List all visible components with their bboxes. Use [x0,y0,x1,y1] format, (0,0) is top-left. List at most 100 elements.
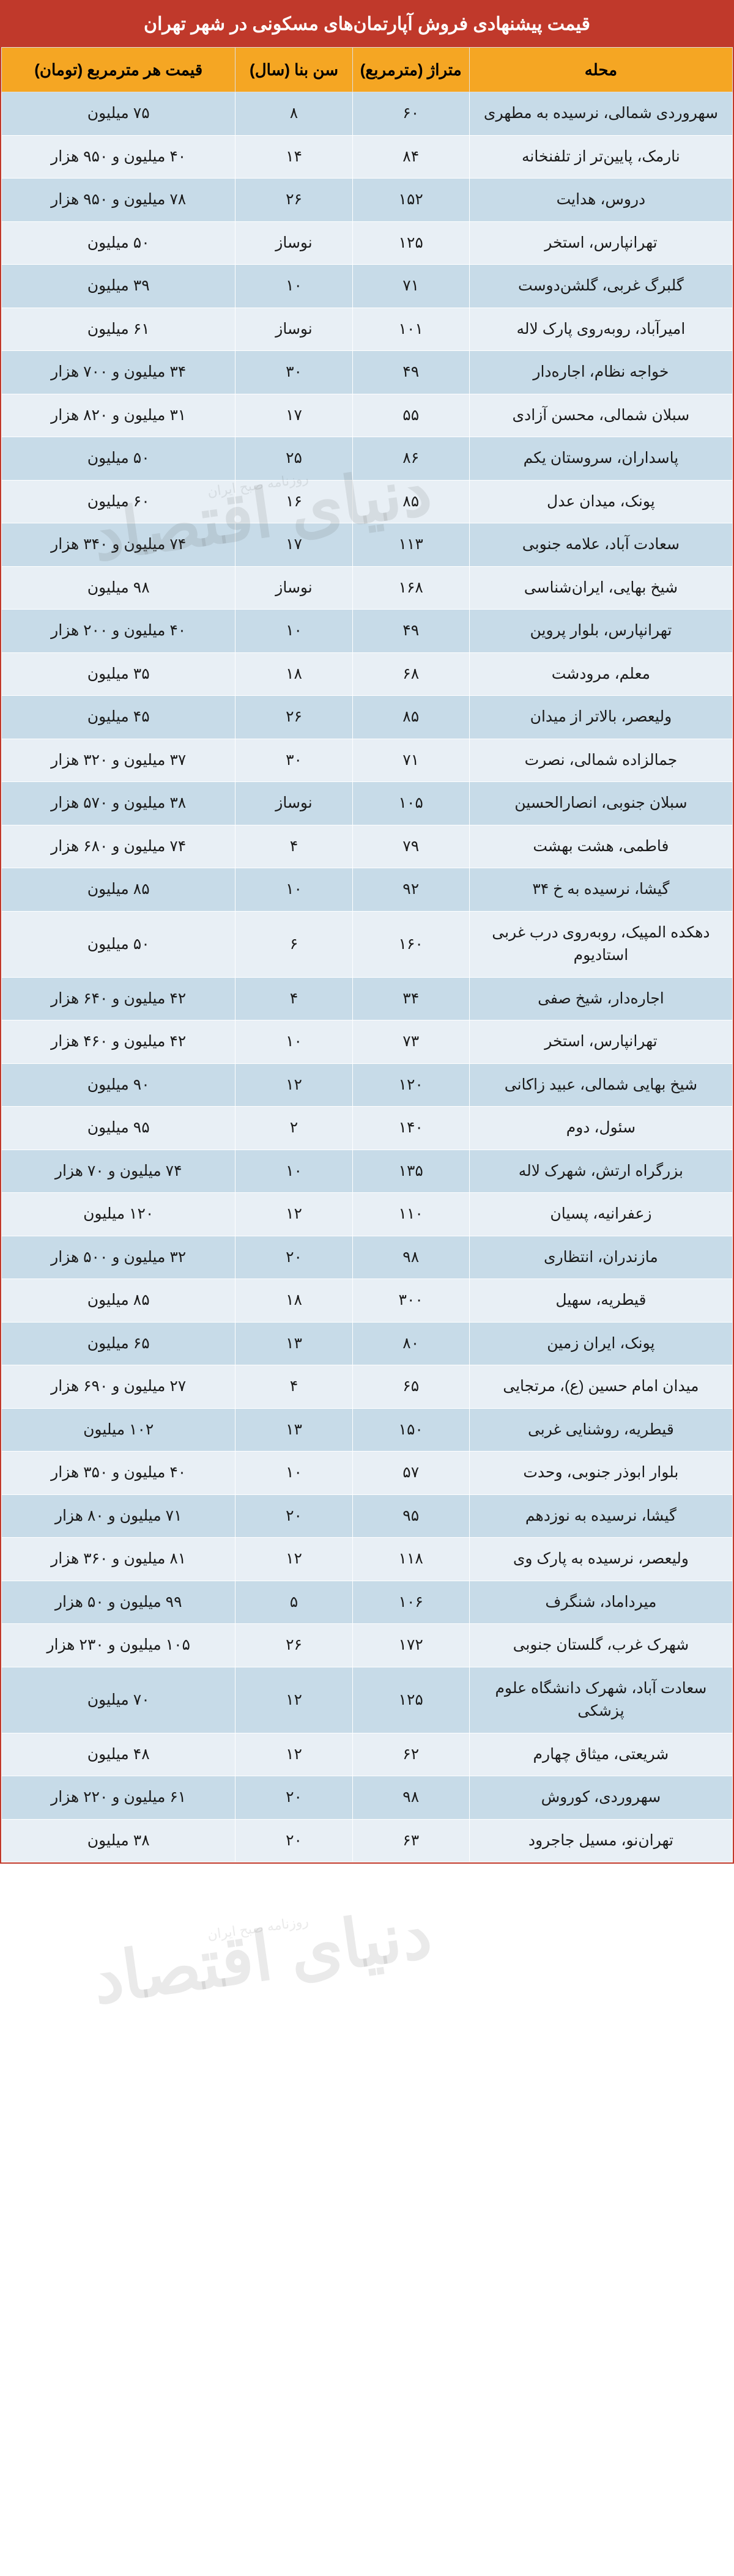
table-row: شریعتی، میثاق چهارم۶۲۱۲۴۸ میلیون [2,1733,733,1776]
cell-price: ۸۵ میلیون [2,868,235,912]
cell-age: ۱۸ [235,652,352,696]
table-row: شیخ بهایی شمالی، عبید زاکانی۱۲۰۱۲۹۰ میلی… [2,1063,733,1107]
cell-price: ۷۱ میلیون و ۸۰ هزار [2,1494,235,1538]
cell-neighborhood: معلم، مرودشت [469,652,732,696]
cell-price: ۶۵ میلیون [2,1322,235,1365]
cell-neighborhood: گیشا، نرسیده به خ ۳۴ [469,868,732,912]
cell-age: ۴ [235,977,352,1020]
watermark-main: دنیای اقتصاد [88,1896,436,2018]
cell-area: ۱۰۶ [352,1581,469,1624]
cell-neighborhood: شیخ بهایی، ایران‌شناسی [469,566,732,610]
cell-price: ۷۴ میلیون و ۶۸۰ هزار [2,825,235,868]
cell-neighborhood: گلبرگ غربی، گلشن‌دوست [469,265,732,308]
cell-neighborhood: سئول، دوم [469,1107,732,1150]
cell-area: ۶۸ [352,652,469,696]
cell-area: ۷۱ [352,265,469,308]
cell-age: ۴ [235,825,352,868]
cell-area: ۱۱۸ [352,1538,469,1581]
cell-area: ۱۱۰ [352,1193,469,1236]
watermark: روزنامه صبح ایراندنیای اقتصاد [88,1897,436,2019]
cell-age: ۱۰ [235,868,352,912]
cell-neighborhood: سبلان جنوبی، انصارالحسین [469,782,732,825]
cell-age: ۵ [235,1581,352,1624]
cell-age: ۱۰ [235,1452,352,1495]
cell-age: ۱۲ [235,1193,352,1236]
cell-neighborhood: بلوار ابوذر جنوبی، وحدت [469,1452,732,1495]
cell-neighborhood: سعادت آباد، علامه جنوبی [469,523,732,567]
cell-area: ۷۹ [352,825,469,868]
cell-area: ۱۷۲ [352,1624,469,1667]
table-row: قیطریه، سهیل۳۰۰۱۸۸۵ میلیون [2,1279,733,1323]
cell-price: ۸۵ میلیون [2,1279,235,1323]
cell-area: ۱۶۰ [352,911,469,977]
table-row: سهروردی، کوروش۹۸۲۰۶۱ میلیون و ۲۲۰ هزار [2,1776,733,1820]
cell-neighborhood: تهرانپارس، استخر [469,221,732,265]
cell-area: ۱۵۰ [352,1408,469,1452]
table-row: دروس، هدایت۱۵۲۲۶۷۸ میلیون و ۹۵۰ هزار [2,179,733,222]
cell-neighborhood: تهران‌نو، مسیل جاجرود [469,1819,732,1862]
cell-age: نوساز [235,782,352,825]
table-row: سعادت آباد، علامه جنوبی۱۱۳۱۷۷۴ میلیون و … [2,523,733,567]
cell-area: ۱۰۵ [352,782,469,825]
table-row: قیطریه، روشنایی غربی۱۵۰۱۳۱۰۲ میلیون [2,1408,733,1452]
cell-age: نوساز [235,308,352,351]
cell-age: ۲۰ [235,1494,352,1538]
table-row: شیخ بهایی، ایران‌شناسی۱۶۸نوساز۹۸ میلیون [2,566,733,610]
cell-neighborhood: دهکده المپیک، روبه‌روی درب غربی استادیوم [469,911,732,977]
cell-price: ۴۰ میلیون و ۳۵۰ هزار [2,1452,235,1495]
cell-area: ۸۶ [352,437,469,481]
cell-neighborhood: نارمک، پایین‌تر از تلفنخانه [469,135,732,179]
cell-area: ۶۰ [352,92,469,136]
cell-price: ۷۵ میلیون [2,92,235,136]
col-header-price: قیمت هر مترمربع (تومان) [2,48,235,92]
cell-neighborhood: میرداماد، شنگرف [469,1581,732,1624]
table-body: سهروردی شمالی، نرسیده به مطهری۶۰۸۷۵ میلی… [2,92,733,1862]
cell-neighborhood: پاسداران، سروستان یکم [469,437,732,481]
table-row: اجاره‌دار، شیخ صفی۳۴۴۴۲ میلیون و ۶۴۰ هزا… [2,977,733,1020]
table-row: امیرآباد، روبه‌روی پارک لاله۱۰۱نوساز۶۱ م… [2,308,733,351]
cell-price: ۳۸ میلیون [2,1819,235,1862]
cell-price: ۳۸ میلیون و ۵۷۰ هزار [2,782,235,825]
table-row: میرداماد، شنگرف۱۰۶۵۹۹ میلیون و ۵۰ هزار [2,1581,733,1624]
cell-area: ۷۱ [352,739,469,782]
table-row: تهرانپارس، بلوار پروین۴۹۱۰۴۰ میلیون و ۲۰… [2,610,733,653]
table-row: میدان امام حسین (ع)، مرتجایی۶۵۴۲۷ میلیون… [2,1365,733,1409]
table-row: دهکده المپیک، روبه‌روی درب غربی استادیوم… [2,911,733,977]
cell-neighborhood: سهروردی شمالی، نرسیده به مطهری [469,92,732,136]
table-row: ولیعصر، نرسیده به پارک وی۱۱۸۱۲۸۱ میلیون … [2,1538,733,1581]
cell-area: ۹۲ [352,868,469,912]
cell-area: ۵۷ [352,1452,469,1495]
table-row: پونک، ایران زمین۸۰۱۳۶۵ میلیون [2,1322,733,1365]
cell-area: ۱۵۲ [352,179,469,222]
cell-age: ۱۸ [235,1279,352,1323]
cell-area: ۹۸ [352,1236,469,1279]
cell-age: ۲۶ [235,1624,352,1667]
cell-price: ۴۲ میلیون و ۴۶۰ هزار [2,1020,235,1064]
cell-age: ۱۷ [235,523,352,567]
cell-area: ۱۲۰ [352,1063,469,1107]
cell-price: ۷۴ میلیون و ۷۰ هزار [2,1150,235,1193]
table-row: سهروردی شمالی، نرسیده به مطهری۶۰۸۷۵ میلی… [2,92,733,136]
cell-age: ۴ [235,1365,352,1409]
cell-price: ۳۱ میلیون و ۸۲۰ هزار [2,394,235,437]
cell-age: نوساز [235,566,352,610]
cell-neighborhood: شهرک غرب، گلستان جنوبی [469,1624,732,1667]
cell-age: ۲ [235,1107,352,1150]
cell-neighborhood: سبلان شمالی، محسن آزادی [469,394,732,437]
table-row: بزرگراه ارتش، شهرک لاله۱۳۵۱۰۷۴ میلیون و … [2,1150,733,1193]
table-row: گیشا، نرسیده به خ ۳۴۹۲۱۰۸۵ میلیون [2,868,733,912]
cell-price: ۳۹ میلیون [2,265,235,308]
cell-area: ۱۰۱ [352,308,469,351]
cell-neighborhood: پونک، میدان عدل [469,480,732,523]
cell-price: ۵۰ میلیون [2,911,235,977]
cell-age: ۲۶ [235,179,352,222]
table-row: پاسداران، سروستان یکم۸۶۲۵۵۰ میلیون [2,437,733,481]
table-row: سبلان جنوبی، انصارالحسین۱۰۵نوساز۳۸ میلیو… [2,782,733,825]
cell-age: ۱۰ [235,1020,352,1064]
cell-neighborhood: قیطریه، سهیل [469,1279,732,1323]
cell-neighborhood: خواجه نظام، اجاره‌دار [469,351,732,394]
cell-age: نوساز [235,221,352,265]
cell-neighborhood: قیطریه، روشنایی غربی [469,1408,732,1452]
table-row: تهرانپارس، استخر۷۳۱۰۴۲ میلیون و ۴۶۰ هزار [2,1020,733,1064]
cell-price: ۴۰ میلیون و ۲۰۰ هزار [2,610,235,653]
